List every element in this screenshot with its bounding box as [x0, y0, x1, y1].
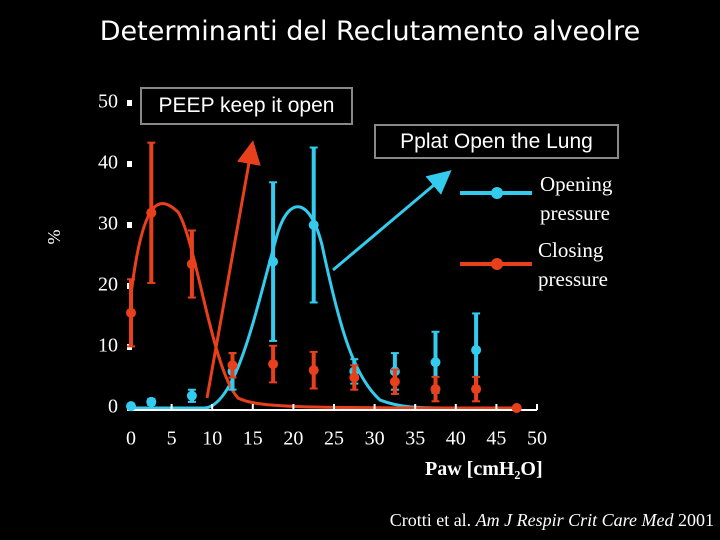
chart-title: Determinanti del Reclutamento alveolre	[99, 16, 641, 47]
data-point	[389, 376, 400, 387]
legend-label: Closing pressure	[538, 238, 608, 291]
annotation-box: Pplat Open the Lung	[374, 124, 619, 159]
legend-marker	[491, 258, 503, 270]
data-point	[146, 396, 157, 407]
x-tick-label: 30	[365, 428, 385, 450]
data-point	[308, 365, 319, 376]
citation-authors: Crotti et al.	[389, 510, 472, 530]
y-tick-label: 10	[98, 335, 118, 357]
arrow	[332, 170, 452, 272]
x-axis-label: Paw [cmH₂O]	[425, 458, 543, 480]
data-point	[268, 359, 279, 370]
opening-fit-curve	[131, 205, 453, 410]
y-tick-label: 0	[108, 396, 118, 418]
data-point	[471, 345, 482, 356]
x-tick-label: 20	[283, 428, 303, 450]
data-point	[308, 220, 319, 230]
x-tick-label: 5	[167, 428, 177, 450]
data-point	[126, 307, 136, 318]
x-tick-label: 40	[446, 428, 466, 450]
arrow	[205, 140, 261, 399]
y-axis-label: %	[44, 230, 64, 245]
legend-label: Opening pressure	[540, 172, 613, 225]
y-tick-label: 30	[98, 213, 118, 235]
data-point	[227, 360, 238, 371]
x-tick-label: 35	[405, 428, 425, 450]
data-point	[471, 384, 482, 395]
data-point	[146, 207, 157, 218]
data-point	[511, 403, 522, 413]
x-tick-label: 10	[202, 428, 222, 450]
y-tick	[127, 222, 132, 228]
x-tick-label: 25	[324, 428, 344, 450]
data-point	[430, 357, 441, 368]
data-point	[349, 372, 360, 383]
y-tick-label: 20	[98, 274, 118, 296]
legend-marker	[491, 187, 503, 199]
y-tick	[127, 161, 132, 167]
data-point	[268, 256, 279, 267]
y-tick-label: 40	[98, 152, 118, 174]
data-point	[186, 259, 197, 270]
x-tick-label: 50	[527, 428, 547, 450]
annotation: PEEP keep it open	[158, 94, 335, 117]
data-point	[186, 390, 197, 401]
annotation-box: PEEP keep it open	[140, 87, 353, 125]
x-tick-label: 45	[486, 428, 506, 450]
y-tick	[127, 100, 132, 106]
citation: Crotti et al. Am J Respir Crit Care Med …	[390, 510, 714, 531]
data-point	[126, 401, 136, 412]
annotation: Pplat Open the Lung	[400, 130, 593, 153]
x-tick-label: 15	[243, 428, 263, 450]
data-point	[430, 384, 441, 395]
closing-fit-curve	[129, 202, 516, 410]
citation-year: 2001	[678, 510, 714, 530]
x-tick-label: 0	[126, 428, 136, 450]
y-tick-label: 50	[98, 91, 118, 113]
citation-journal: Am J Respir Crit Care Med	[475, 510, 674, 530]
